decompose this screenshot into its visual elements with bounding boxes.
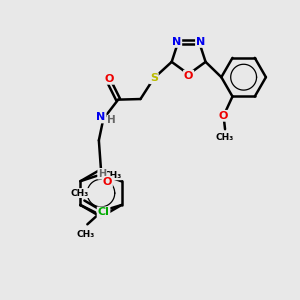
Text: N: N	[96, 112, 106, 122]
Text: S: S	[150, 73, 158, 83]
Text: H: H	[107, 116, 116, 125]
Text: CH₃: CH₃	[71, 189, 89, 198]
Text: N: N	[196, 37, 205, 47]
Text: O: O	[184, 71, 193, 81]
Text: O: O	[219, 111, 228, 121]
Text: O: O	[105, 74, 114, 84]
Text: CH₃: CH₃	[103, 171, 122, 180]
Text: CH₃: CH₃	[216, 133, 234, 142]
Text: Cl: Cl	[98, 207, 110, 218]
Text: O: O	[103, 177, 112, 187]
Text: H: H	[98, 169, 106, 179]
Text: N: N	[172, 37, 181, 47]
Text: CH₃: CH₃	[77, 230, 95, 239]
